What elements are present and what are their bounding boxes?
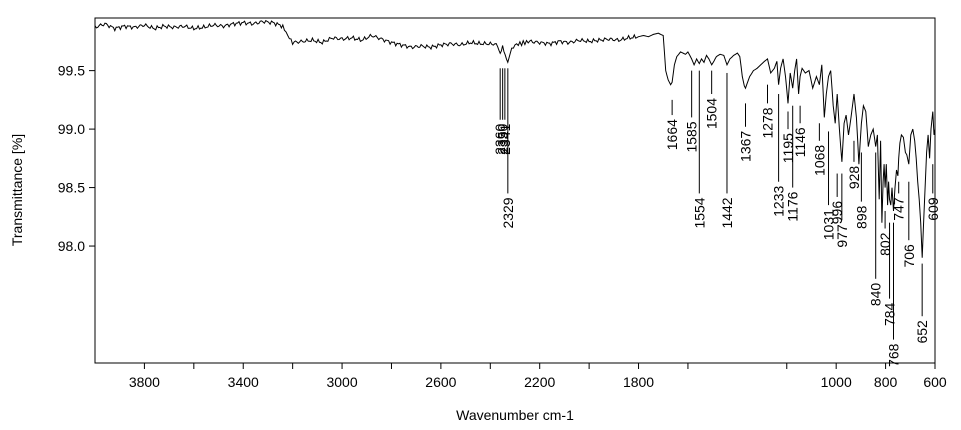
plot-frame [94,17,936,364]
x-tick-label: 2200 [524,374,555,390]
peak-label: 1442 [719,197,735,228]
axis-ticks: 3800 3400 3000 2600 2200 1800 1000 800 600 99.5 99… [58,63,947,390]
x-tick-label: 3000 [326,374,357,390]
peak-label: 1031 [821,209,837,240]
peak-label: 1146 [792,127,808,157]
peak-label: 1504 [704,98,720,129]
peak-label: 2360 [492,123,508,154]
peak-marker-lines [499,68,934,340]
x-tick-label: 1000 [821,374,852,390]
x-tick-label: 800 [874,374,898,390]
peak-label: 1176 [785,191,801,221]
spectrum-line [94,19,936,258]
peak-label: 652 [914,320,930,344]
y-tick-label: 99.5 [58,63,85,79]
peak-label: 1068 [811,145,827,176]
peak-label: 2341 [497,123,513,154]
x-tick-label: 2600 [425,374,456,390]
peak-label: 928 [846,166,862,190]
peak-label: 1195 [780,133,796,163]
peak-label: 609 [925,197,941,221]
peak-label: 747 [891,197,907,221]
peak-label: 768 [886,343,902,367]
peak-label: 706 [901,244,917,268]
x-tick-label: 1800 [623,374,654,390]
peak-label: 2329 [500,197,516,228]
y-axis-title: Transmittance [%] [9,134,25,246]
x-tick-label: 600 [923,374,947,390]
peak-label: 1367 [738,131,754,162]
peak-label: 784 [882,302,898,326]
peak-label: 977 [834,224,850,248]
peak-label: 996 [829,201,845,225]
peak-label: 1278 [760,107,776,138]
peak-label: 840 [868,283,884,307]
peak-label: 1664 [664,119,680,150]
peak-label: 802 [877,232,893,256]
y-tick-label: 98.0 [58,238,85,254]
peak-label: 1554 [691,197,707,228]
peak-label: 898 [853,205,869,229]
x-tick-label: 3400 [228,374,259,390]
y-tick-label: 98.5 [58,180,85,196]
peak-label: 1233 [771,185,787,216]
y-tick-label: 99.0 [58,121,85,137]
peak-label: 2350 [495,123,511,154]
peak-label: 1585 [684,121,700,152]
x-axis-title: Wavenumber cm-1 [456,407,574,423]
x-tick-label: 3800 [129,374,160,390]
